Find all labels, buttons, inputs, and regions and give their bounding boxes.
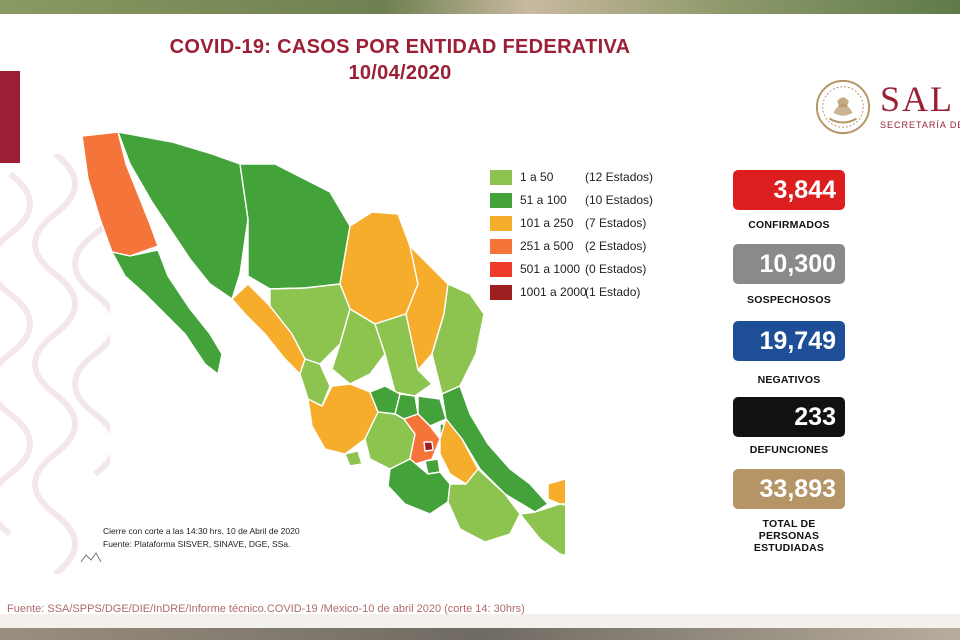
small-logo-icon — [80, 552, 102, 563]
legend-item: 501 a 1000 (0 Estados) — [490, 260, 690, 283]
legend-range: 1 a 50 — [520, 170, 554, 184]
legend-item: 101 a 250 (7 Estados) — [490, 214, 690, 237]
legend-item: 251 a 500 (2 Estados) — [490, 237, 690, 260]
legend-count: (12 Estados) — [585, 170, 654, 184]
mexico-map — [81, 131, 565, 556]
legend-item: 1 a 50 (12 Estados) — [490, 168, 690, 191]
state-coahuila — [339, 211, 419, 325]
legend-count: (2 Estados) — [585, 239, 647, 253]
confirmados-label: CONFIRMADOS — [748, 219, 830, 231]
legend-swatch — [490, 239, 512, 254]
map-legend: 1 a 50 (12 Estados) 51 a 100 (10 Estados… — [490, 168, 690, 306]
state-colima — [344, 450, 363, 467]
legend-range: 1001 a 2000 — [520, 285, 587, 299]
state-chihuahua — [239, 163, 351, 290]
negativos-label: NEGATIVOS — [757, 374, 821, 386]
state-cdmx — [423, 441, 434, 452]
national-seal-icon — [815, 79, 871, 135]
title-line-1: COVID-19: CASOS POR ENTIDAD FEDERATIVA — [169, 36, 631, 58]
footer-source: Fuente: SSA/SPPS/DGE/DIE/InDRE/Informe t… — [7, 603, 525, 615]
defunciones-label: DEFUNCIONES — [749, 444, 829, 456]
negativos-value: 19,749 — [733, 321, 845, 361]
legend-swatch — [490, 216, 512, 231]
bottom-photo-strip — [0, 628, 960, 640]
legend-count: (0 Estados) — [585, 262, 647, 276]
legend-range: 501 a 1000 — [520, 262, 581, 276]
legend-range: 251 a 500 — [520, 239, 574, 253]
defunciones-value: 233 — [733, 397, 845, 437]
legend-swatch — [490, 170, 512, 185]
total-label-line-2: PERSONAS — [758, 530, 820, 542]
total-value: 33,893 — [733, 469, 845, 509]
red-side-tab — [0, 71, 20, 163]
legend-count: (10 Estados) — [585, 193, 654, 207]
sospechosos-value: 10,300 — [733, 244, 845, 284]
total-label: TOTAL DE PERSONAS ESTUDIADAS — [733, 518, 845, 554]
state-puebla — [439, 418, 479, 485]
decorative-pattern — [0, 154, 110, 574]
slide: COVID-19: CASOS POR ENTIDAD FEDERATIVA 1… — [0, 14, 960, 615]
legend-item: 51 a 100 (10 Estados) — [490, 191, 690, 214]
state-hidalgo — [417, 395, 447, 427]
legend-swatch — [490, 285, 512, 300]
state-guerrero — [387, 458, 451, 515]
sospechosos-label: SOSPECHOSOS — [747, 294, 831, 306]
title-date: 10/04/2020 — [348, 62, 452, 84]
state-baja-california-sur — [111, 249, 223, 375]
legend-swatch — [490, 262, 512, 277]
legend-item: 1001 a 2000 (1 Estado) — [490, 283, 690, 306]
state-chiapas — [519, 503, 565, 556]
cutoff-note: Cierre con corte a las 14:30 hrs, 10 de … — [103, 526, 300, 536]
legend-count: (1 Estado) — [585, 285, 641, 299]
legend-range: 101 a 250 — [520, 216, 574, 230]
page-title: COVID-19: CASOS POR ENTIDAD FEDERATIVA 1… — [90, 34, 710, 86]
legend-range: 51 a 100 — [520, 193, 567, 207]
confirmados-value: 3,844 — [733, 170, 845, 210]
top-photo-strip — [0, 0, 960, 14]
state-durango — [269, 283, 351, 365]
state-estado-de-mexico — [403, 413, 441, 465]
state-san-luis-potosi — [374, 313, 433, 397]
total-label-line-3: ESTUDIADAS — [753, 542, 825, 554]
legend-swatch — [490, 193, 512, 208]
total-label-line-1: TOTAL DE — [762, 518, 816, 530]
state-tabasco — [547, 478, 565, 505]
salud-logo: SAL SECRETARÍA DE — [810, 74, 960, 144]
logo-text: SAL — [880, 79, 955, 119]
state-oaxaca — [447, 468, 521, 543]
platform-source-note: Fuente: Plataforma SISVER, SINAVE, DGE, … — [103, 539, 291, 549]
legend-count: (7 Estados) — [585, 216, 647, 230]
state-baja-california — [81, 131, 159, 257]
logo-subtitle: SECRETARÍA DE — [880, 120, 960, 130]
